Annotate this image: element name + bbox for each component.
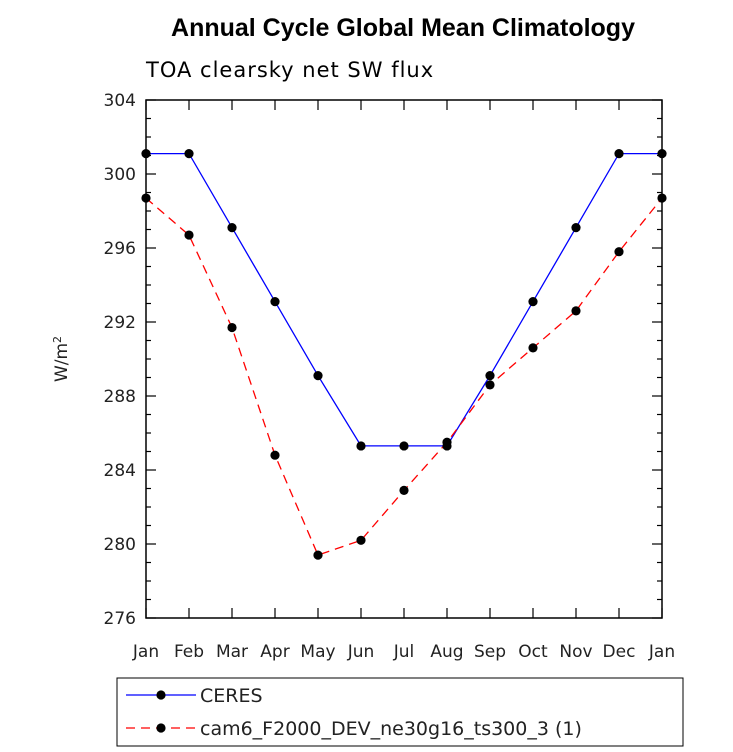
legend-box — [116, 677, 684, 747]
series-2-point — [528, 343, 538, 353]
series-1-point — [356, 441, 366, 451]
y-tick-label: 288 — [104, 387, 136, 407]
series-1-point — [657, 149, 667, 159]
series-2-point — [184, 230, 194, 240]
plot-frame — [145, 99, 663, 619]
series-2-point — [571, 306, 581, 316]
legend-marker-1 — [156, 690, 166, 700]
y-tick-label: 300 — [104, 165, 136, 185]
x-tick-label: Jan — [132, 642, 159, 662]
x-tick-label: Jul — [393, 642, 415, 662]
x-tick-label: Dec — [603, 642, 636, 662]
y-tick-label: 276 — [104, 609, 136, 629]
x-tick-label: Nov — [559, 642, 592, 662]
x-tick-label: Oct — [518, 642, 548, 662]
series-1-point — [141, 149, 151, 159]
x-tick-label: Mar — [216, 642, 248, 662]
series-2-point — [313, 550, 323, 560]
series-2-point — [227, 322, 237, 333]
y-tick-label: 292 — [104, 313, 136, 333]
series-1-point — [184, 149, 194, 159]
y-tick-label: 304 — [104, 91, 136, 111]
y-tick-label: 296 — [104, 239, 136, 259]
chart-subtitle: TOA clearsky net SW flux — [146, 58, 435, 82]
series-1-point — [399, 441, 409, 451]
chart-title: Annual Cycle Global Mean Climatology — [171, 14, 635, 42]
legend-marker-2 — [156, 723, 166, 733]
series-1-point — [313, 371, 323, 381]
x-tick-label: Aug — [430, 642, 463, 662]
y-tick-label: 280 — [104, 535, 136, 555]
series-line-1 — [146, 152, 662, 447]
series-2-point — [270, 450, 280, 460]
series-2-point — [485, 380, 495, 390]
series-1-point — [270, 297, 280, 307]
series-2-point — [356, 535, 366, 545]
series-1-point — [614, 149, 624, 159]
series-2-point — [442, 437, 452, 447]
series-line-2 — [145, 197, 663, 556]
series-2-point — [614, 247, 624, 257]
series-1-point — [571, 223, 581, 233]
y-tick-label: 284 — [104, 461, 136, 481]
x-tick-label: May — [300, 642, 335, 662]
series-1-point — [227, 223, 237, 233]
series-1-point — [485, 371, 495, 381]
x-tick-label: Apr — [260, 642, 289, 662]
series-2-point — [657, 193, 667, 203]
series-2-point — [141, 193, 151, 203]
x-tick-label: Sep — [474, 642, 506, 662]
x-tick-label: Jan — [648, 642, 675, 662]
series-1-point — [528, 297, 538, 307]
x-tick-label: Feb — [174, 642, 204, 662]
y-axis-label: W/m2 — [51, 336, 73, 382]
series-2-point — [399, 485, 409, 495]
x-tick-label: Jun — [347, 642, 375, 662]
legend-label-2: cam6_F2000_DEV_ne30g16_ts300_3 (1) — [200, 718, 582, 740]
legend-label-1: CERES — [200, 685, 263, 707]
